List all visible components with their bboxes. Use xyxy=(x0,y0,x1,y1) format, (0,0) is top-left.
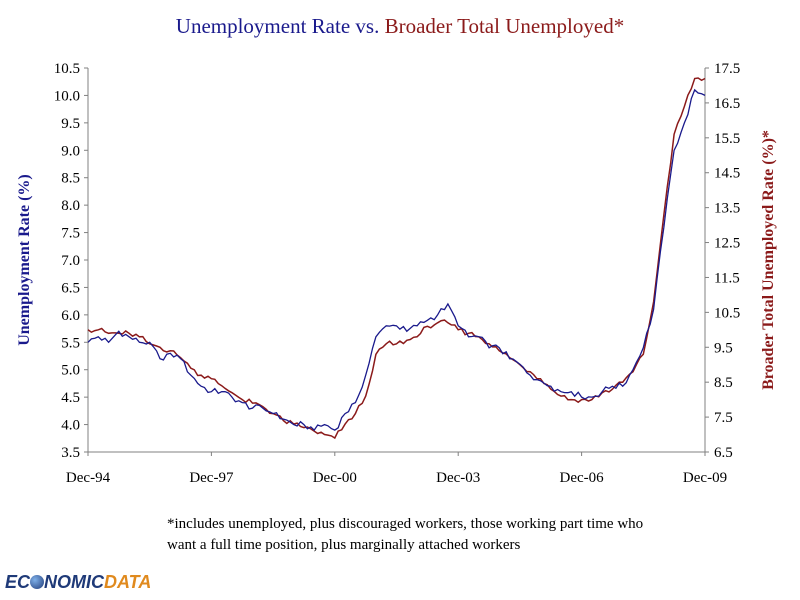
right-tick-label: 17.5 xyxy=(714,61,740,77)
left-tick-label: 4.0 xyxy=(61,418,80,434)
chart-title: Unemployment Rate vs. Broader Total Unem… xyxy=(176,14,624,38)
left-tick-label: 8.5 xyxy=(61,171,80,187)
left-tick-label: 6.0 xyxy=(61,308,80,324)
right-tick-label: 14.5 xyxy=(714,166,740,182)
series-line-unemployment-rate xyxy=(87,88,706,432)
right-tick-label: 10.5 xyxy=(714,305,740,321)
left-tick-label: 10.0 xyxy=(54,88,80,104)
left-tick-label: 5.5 xyxy=(61,335,80,351)
right-tick-label: 7.5 xyxy=(714,410,733,426)
x-tick-label: Dec-00 xyxy=(313,470,357,486)
right-tick-label: 16.5 xyxy=(714,96,740,112)
left-tick-label: 4.5 xyxy=(61,390,80,406)
left-axis-ticks: 3.5 4.0 4.5 5.0 5.5 6.0 6.5 7.0 7.5 8.0 8.5 9.0 9.5 1… xyxy=(54,61,88,461)
footnote-line1: *includes unemployed, plus discouraged w… xyxy=(167,516,644,532)
left-tick-label: 3.5 xyxy=(61,445,80,461)
x-tick-label: Dec-94 xyxy=(66,470,111,486)
x-axis-ticks: Dec-94 Dec-97 Dec-00 Dec-03 Dec-06 Dec-09 xyxy=(66,452,727,486)
footnote-line2: want a full time position, plus marginal… xyxy=(167,537,521,553)
x-tick-label: Dec-97 xyxy=(189,470,234,486)
right-tick-label: 13.5 xyxy=(714,201,740,217)
right-tick-label: 11.5 xyxy=(714,270,740,286)
right-tick-label: 12.5 xyxy=(714,236,740,252)
left-tick-label: 6.5 xyxy=(61,280,80,296)
right-axis-label: Broader Total Unemployed Rate (%)* xyxy=(760,130,777,390)
logo-middle: NOMIC xyxy=(44,572,105,592)
right-tick-label: 8.5 xyxy=(714,375,733,391)
x-tick-label: Dec-06 xyxy=(560,470,605,486)
chart-title-part2: vs. xyxy=(350,14,384,38)
left-tick-label: 7.0 xyxy=(61,253,80,269)
right-tick-label: 6.5 xyxy=(714,445,733,461)
left-tick-label: 7.5 xyxy=(61,226,80,242)
chart-title-part1: Unemployment Rate xyxy=(176,14,350,38)
left-tick-label: 9.5 xyxy=(61,116,80,132)
right-tick-label: 9.5 xyxy=(714,340,733,356)
left-tick-label: 8.0 xyxy=(61,198,80,214)
series-line-broader-unemployed xyxy=(87,77,706,440)
logo-prefix: EC xyxy=(5,572,31,592)
footnote: *includes unemployed, plus discouraged w… xyxy=(167,514,792,556)
right-axis-ticks: 6.5 7.5 8.5 9.5 10.5 11.5 12.5 13.5 14.5 15.5 16.5… xyxy=(705,61,740,461)
chart-title-part3: Broader Total Unemployed* xyxy=(385,14,625,38)
x-tick-label: Dec-09 xyxy=(683,470,727,486)
left-tick-label: 9.0 xyxy=(61,143,80,159)
x-tick-label: Dec-03 xyxy=(436,470,480,486)
left-axis-label: Unemployment Rate (%) xyxy=(16,174,33,346)
economicdata-logo[interactable]: EC NOMICDATA xyxy=(5,572,151,593)
logo-suffix: DATA xyxy=(104,572,152,592)
left-tick-label: 10.5 xyxy=(54,61,80,77)
left-tick-label: 5.0 xyxy=(61,363,80,379)
globe-icon xyxy=(30,575,45,589)
right-tick-label: 15.5 xyxy=(714,131,740,147)
